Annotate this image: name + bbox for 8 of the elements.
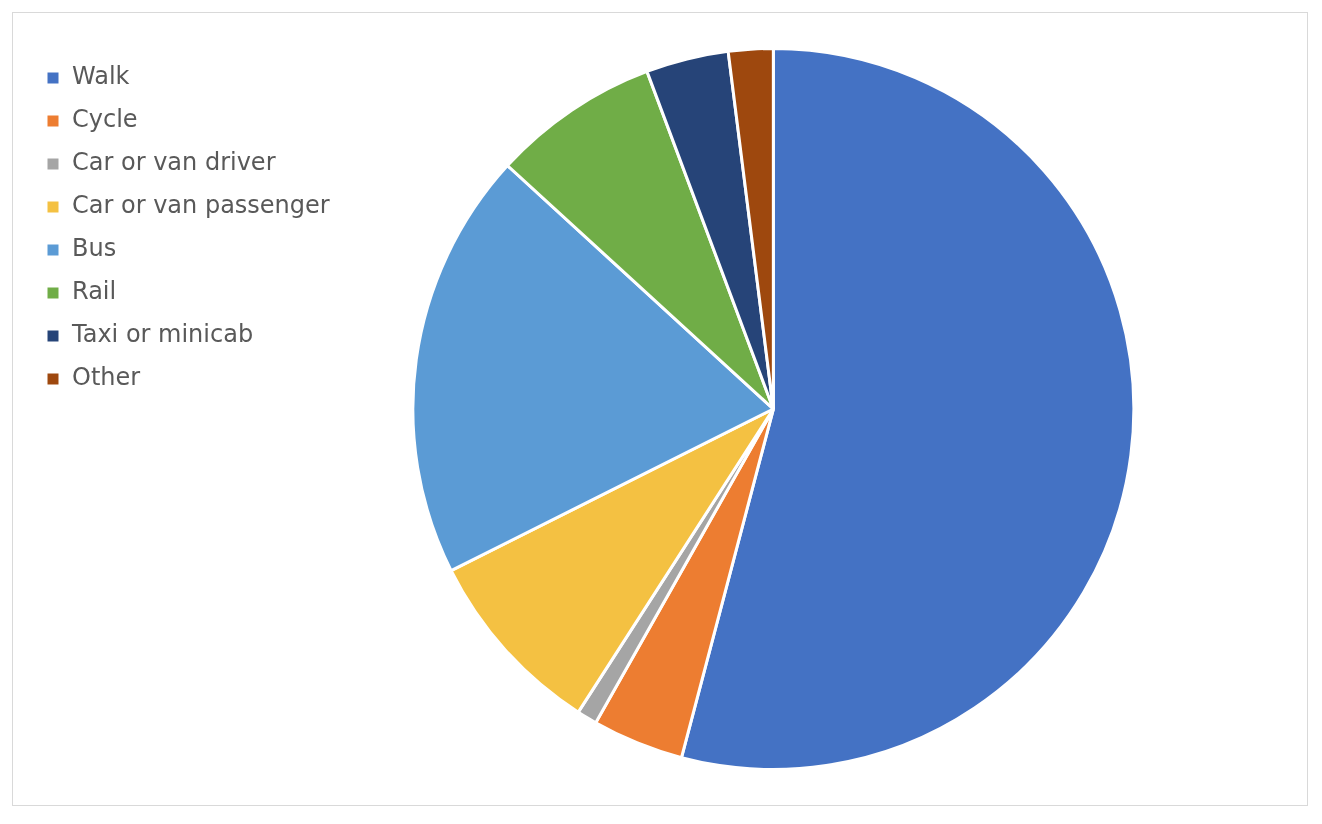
legend-label: Cycle [72,105,138,134]
legend-label: Rail [72,277,117,306]
legend-label: Bus [72,234,117,263]
legend-label: Walk [72,62,130,91]
legend-label: Car or van passenger [72,191,330,220]
legend-label: Taxi or minicab [71,320,254,349]
legend-label: Car or van driver [72,148,276,177]
legend-label: Other [72,363,141,392]
